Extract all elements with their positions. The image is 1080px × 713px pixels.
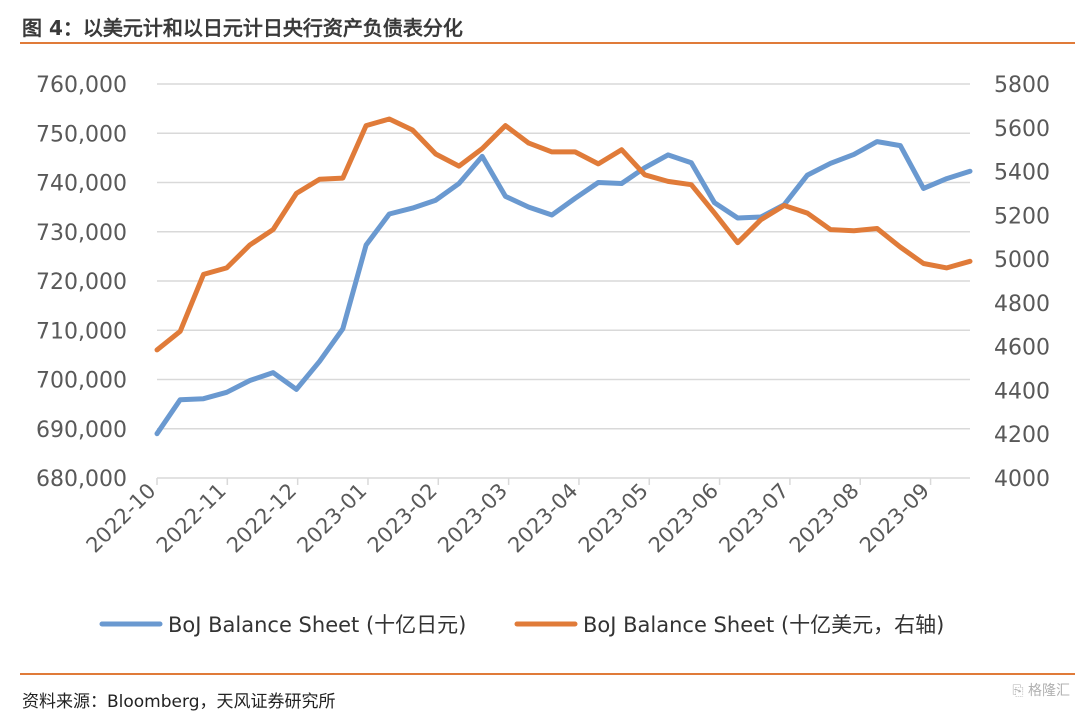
y-left-tick-label: 710,000	[36, 319, 127, 344]
x-tick-label: 2023-08	[785, 479, 864, 558]
title-bar: 图 4：以美元计和以日元计日央行资产负债表分化	[20, 8, 1075, 44]
y-left-tick-label: 690,000	[36, 418, 127, 443]
x-tick-label: 2023-03	[433, 479, 512, 558]
y-right-tick-label: 4000	[994, 467, 1050, 492]
y-right-tick-label: 5200	[994, 204, 1050, 229]
watermark-text: 格隆汇	[1028, 683, 1070, 699]
x-tick-label: 2023-01	[292, 479, 371, 558]
y-right-tick-label: 5800	[994, 73, 1050, 98]
x-tick-label: 2023-02	[363, 479, 442, 558]
y-right-tick-label: 4800	[994, 292, 1050, 317]
x-tick-label: 2023-06	[644, 479, 723, 558]
page-title: 图 4：以美元计和以日元计日央行资产负债表分化	[22, 16, 463, 40]
y-left-tick-label: 720,000	[36, 270, 127, 295]
x-tick-label: 2023-09	[855, 479, 934, 558]
legend-label: BoJ Balance Sheet (十亿美元，右轴)	[583, 613, 944, 637]
line-chart: 680,000 690,000 700,000 710,000 720,000 730,0…	[36, 73, 1050, 637]
y-right-tick-label: 5600	[994, 117, 1050, 142]
y-right-tick-label: 5400	[994, 161, 1050, 186]
y-left-tick-label: 680,000	[36, 467, 127, 492]
y-right-tick-label: 4400	[994, 379, 1050, 404]
x-tick-label: 2023-07	[714, 479, 793, 558]
chart-area: 680,000 690,000 700,000 710,000 720,000 730,0…	[20, 44, 1075, 664]
y-left-tick-label: 700,000	[36, 369, 127, 394]
x-tick-label: 2023-05	[574, 479, 653, 558]
x-tick-label: 2022-12	[222, 479, 301, 558]
gelonghui-logo-icon: ⎘	[1012, 683, 1028, 699]
x-tick-label: 2022-11	[152, 479, 231, 558]
footer-bar: 资料来源：Bloomberg，天风证券研究所	[20, 673, 1075, 712]
y-right-tick-label: 4600	[994, 336, 1050, 361]
watermark: ⎘ 格隆汇	[1012, 680, 1070, 700]
source-note: 资料来源：Bloomberg，天风证券研究所	[22, 692, 336, 712]
y-left-tick-label: 740,000	[36, 172, 127, 197]
y-right-tick-label: 4200	[994, 423, 1050, 448]
y-left-tick-label: 760,000	[36, 73, 127, 98]
y-left-tick-label: 750,000	[36, 122, 127, 147]
y-right-tick-label: 5000	[994, 248, 1050, 273]
series-line-jpy	[154, 139, 973, 437]
x-tick-label: 2023-04	[503, 479, 582, 558]
y-left-tick-label: 730,000	[36, 221, 127, 246]
series-line-usd	[154, 116, 973, 353]
legend-label: BoJ Balance Sheet (十亿日元)	[168, 613, 466, 637]
